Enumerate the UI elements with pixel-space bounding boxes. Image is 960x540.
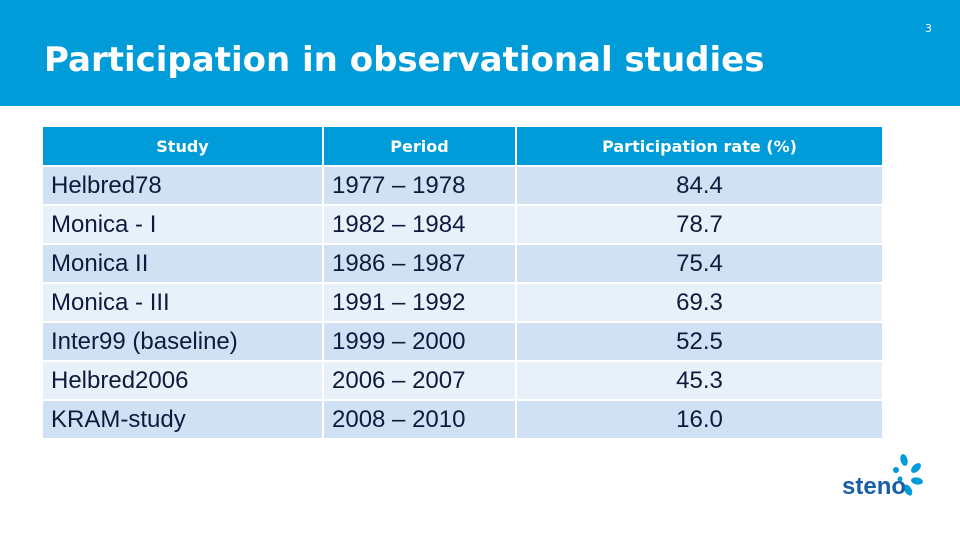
period-cell: 1977 – 1978 xyxy=(323,165,517,205)
table-row: KRAM-study 2008 – 2010 16.0 xyxy=(43,399,882,438)
slide-title: Participation in observational studies xyxy=(44,40,765,80)
table-row: Monica - III 1991 – 1992 69.3 xyxy=(43,282,882,322)
study-cell: Helbred2006 xyxy=(43,360,324,400)
column-header-study: Study xyxy=(43,127,324,166)
participation-table: Study Period Participation rate (%) Helb… xyxy=(43,127,882,438)
steno-logo: steno xyxy=(842,450,932,510)
study-cell: KRAM-study xyxy=(43,399,324,438)
rate-cell: 78.7 xyxy=(516,204,882,244)
table-header-row: Study Period Participation rate (%) xyxy=(43,127,882,166)
column-header-participation-rate: Participation rate (%) xyxy=(516,127,882,166)
rate-cell: 69.3 xyxy=(516,282,882,322)
period-cell: 1999 – 2000 xyxy=(323,321,517,361)
column-header-period: Period xyxy=(323,127,517,166)
table-row: Monica - I 1982 – 1984 78.7 xyxy=(43,204,882,244)
period-cell: 1982 – 1984 xyxy=(323,204,517,244)
slide-number: 3 xyxy=(925,22,932,35)
rate-cell: 84.4 xyxy=(516,165,882,205)
rate-cell: 16.0 xyxy=(516,399,882,438)
period-cell: 2006 – 2007 xyxy=(323,360,517,400)
steno-flower-logo-icon: steno xyxy=(842,454,923,500)
steno-logo-text: steno xyxy=(842,473,906,500)
period-cell: 2008 – 2010 xyxy=(323,399,517,438)
table-row: Monica II 1986 – 1987 75.4 xyxy=(43,243,882,283)
study-cell: Monica - III xyxy=(43,282,324,322)
table-row: Inter99 (baseline) 1999 – 2000 52.5 xyxy=(43,321,882,361)
rate-cell: 45.3 xyxy=(516,360,882,400)
study-cell: Inter99 (baseline) xyxy=(43,321,324,361)
study-cell: Monica II xyxy=(43,243,324,283)
study-cell: Monica - I xyxy=(43,204,324,244)
table-row: Helbred2006 2006 – 2007 45.3 xyxy=(43,360,882,400)
period-cell: 1986 – 1987 xyxy=(323,243,517,283)
study-cell: Helbred78 xyxy=(43,165,324,205)
rate-cell: 52.5 xyxy=(516,321,882,361)
period-cell: 1991 – 1992 xyxy=(323,282,517,322)
table-row: Helbred78 1977 – 1978 84.4 xyxy=(43,165,882,205)
participation-table-container: Study Period Participation rate (%) Helb… xyxy=(43,127,882,438)
title-banner: 3 Participation in observational studies xyxy=(0,0,960,106)
rate-cell: 75.4 xyxy=(516,243,882,283)
